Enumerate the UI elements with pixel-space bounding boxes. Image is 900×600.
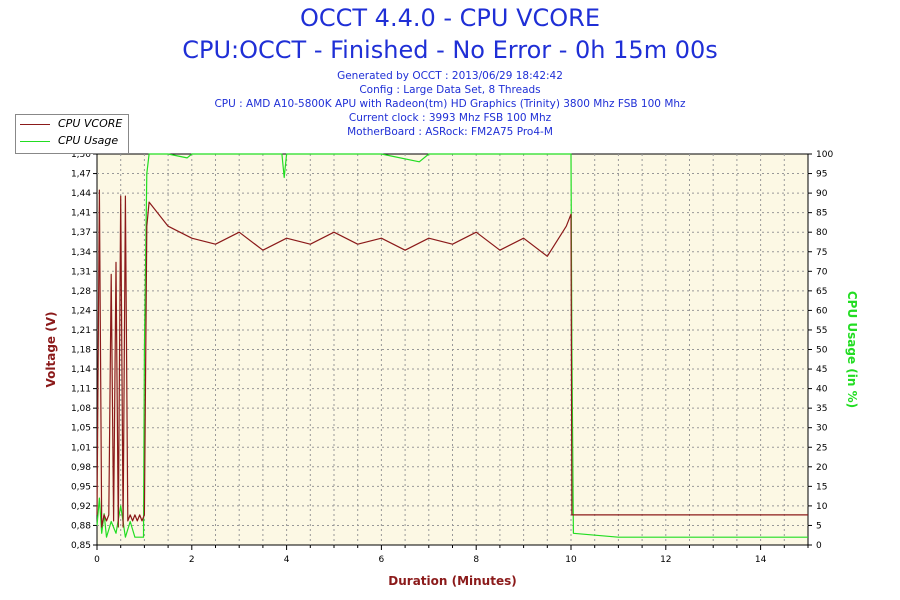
y-left-tick-label: 1,05 — [71, 424, 91, 434]
legend: CPU VCORE CPU Usage — [15, 114, 129, 154]
y-left-tick-label: 1,28 — [71, 287, 91, 297]
x-tick-label: 2 — [189, 555, 195, 565]
y-right-tick-label: 25 — [816, 443, 827, 453]
y-left-tick-label: 1,34 — [71, 248, 91, 258]
y-right-tick-label: 40 — [816, 385, 828, 395]
y-right-tick-label: 15 — [816, 482, 827, 492]
info-motherboard: MotherBoard : ASRock: FM2A75 Pro4-M — [347, 126, 553, 138]
y-right-tick-label: 65 — [816, 287, 827, 297]
x-tick-label: 8 — [473, 555, 479, 565]
y-left-tick-label: 1,50 — [71, 150, 91, 160]
chart-title: OCCT 4.4.0 - CPU VCORE — [299, 4, 600, 32]
y-right-tick-label: 20 — [816, 463, 828, 473]
y-left-tick-label: 1,21 — [71, 326, 91, 336]
y-right-tick-label: 95 — [816, 170, 827, 180]
y-right-tick-label: 35 — [816, 404, 827, 414]
y-right-tick-label: 70 — [816, 267, 828, 277]
y-left-tick-label: 1,24 — [71, 306, 91, 316]
info-generated: Generated by OCCT : 2013/06/29 18:42:42 — [337, 70, 563, 82]
y-right-axis-label: CPU Usage (in %) — [845, 291, 859, 408]
y-left-tick-label: 0,98 — [71, 463, 91, 473]
y-left-tick-label: 1,18 — [71, 346, 91, 356]
y-right-tick-label: 100 — [816, 150, 833, 160]
y-right-tick-label: 60 — [816, 306, 828, 316]
y-right-tick-label: 85 — [816, 209, 827, 219]
y-right-tick-label: 30 — [816, 424, 828, 434]
y-left-tick-label: 1,14 — [71, 365, 91, 375]
y-right-tick-label: 5 — [816, 521, 822, 531]
info-clock: Current clock : 3993 Mhz FSB 100 Mhz — [348, 112, 552, 124]
y-right-tick-label: 75 — [816, 248, 827, 258]
y-right-tick-label: 55 — [816, 326, 827, 336]
y-left-tick-label: 1,41 — [71, 209, 91, 219]
info-cpu: CPU : AMD A10-5800K APU with Radeon(tm) … — [214, 98, 686, 110]
y-left-tick-label: 1,31 — [71, 267, 91, 277]
x-axis-label: Duration (Minutes) — [388, 574, 516, 588]
series-line-cpu-vcore — [96, 189, 808, 528]
chart-subtitle: CPU:OCCT - Finished - No Error - 0h 15m … — [182, 36, 718, 64]
y-left-tick-label: 1,47 — [71, 170, 91, 180]
x-tick-label: 14 — [755, 555, 767, 565]
y-right-tick-label: 50 — [816, 346, 828, 356]
y-right-tick-label: 10 — [816, 502, 828, 512]
y-left-tick-label: 1,44 — [71, 189, 91, 199]
y-left-tick-label: 1,37 — [71, 228, 91, 238]
legend-swatch-usage — [20, 141, 50, 142]
y-left-tick-label: 1,08 — [71, 404, 91, 414]
y-left-tick-label: 0,85 — [71, 541, 91, 551]
legend-label-vcore: CPU VCORE — [58, 117, 123, 130]
y-left-tick-label: 0,95 — [71, 482, 91, 492]
y-right-tick-label: 80 — [816, 228, 828, 238]
y-left-tick-label: 1,01 — [71, 443, 91, 453]
legend-swatch-vcore — [20, 124, 50, 125]
y-right-tick-label: 45 — [816, 365, 827, 375]
y-left-tick-label: 0,88 — [71, 521, 91, 531]
y-right-tick-label: 0 — [816, 541, 822, 551]
y-left-tick-label: 0,92 — [71, 502, 91, 512]
legend-label-usage: CPU Usage — [58, 134, 119, 147]
info-config: Config : Large Data Set, 8 Threads — [359, 84, 541, 96]
x-tick-label: 0 — [94, 555, 100, 565]
y-left-tick-label: 1,11 — [71, 385, 91, 395]
x-tick-label: 12 — [660, 555, 671, 565]
x-tick-label: 10 — [565, 555, 577, 565]
y-right-tick-label: 90 — [816, 189, 828, 199]
x-tick-label: 4 — [284, 555, 290, 565]
x-tick-label: 6 — [379, 555, 385, 565]
y-left-axis-label: Voltage (V) — [44, 312, 58, 388]
